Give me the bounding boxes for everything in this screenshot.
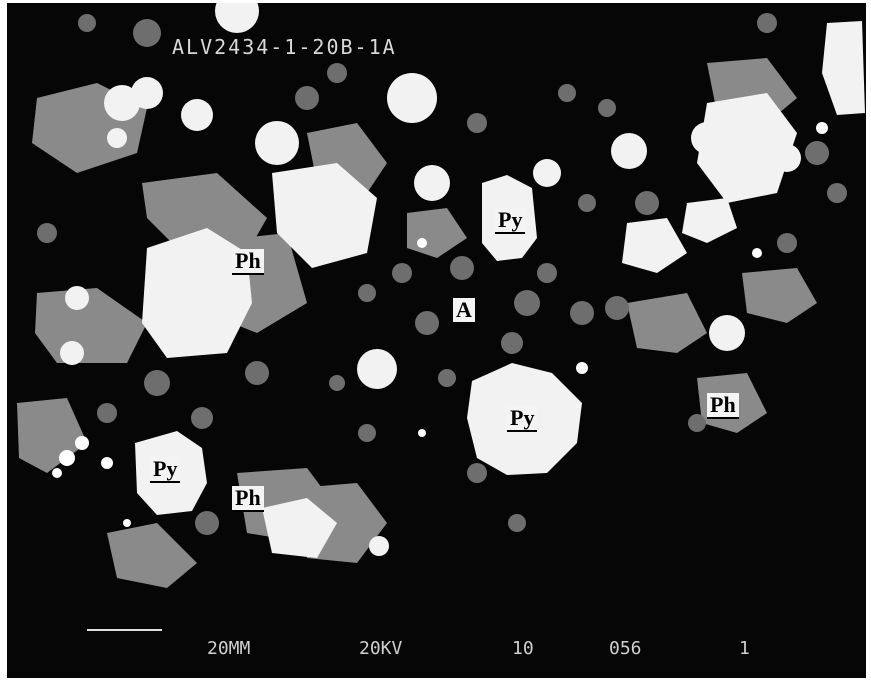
footer-field-4: 056: [609, 638, 642, 659]
label-py-lower: Py: [150, 457, 181, 483]
scale-bar: [87, 629, 162, 631]
footer-field-5: 1: [739, 638, 750, 659]
label-a: A: [453, 298, 475, 322]
label-ph-right: Ph: [707, 393, 739, 419]
label-py-upper: Py: [495, 208, 526, 234]
footer-field-3: 10: [512, 638, 534, 659]
sample-id-text: ALV2434-1-20B-1A: [172, 35, 397, 59]
label-ph-left: Ph: [232, 249, 264, 275]
footer-scale: 20ΜM: [207, 638, 251, 659]
footer-voltage: 20KV: [359, 638, 403, 659]
label-ph-lower: Ph: [232, 486, 264, 512]
mineral-grains: [17, 3, 865, 588]
label-py-center: Py: [507, 406, 538, 432]
sem-micrograph: ALV2434-1-20B-1A Py Ph A Py Ph Py Ph 20Μ…: [7, 3, 866, 678]
